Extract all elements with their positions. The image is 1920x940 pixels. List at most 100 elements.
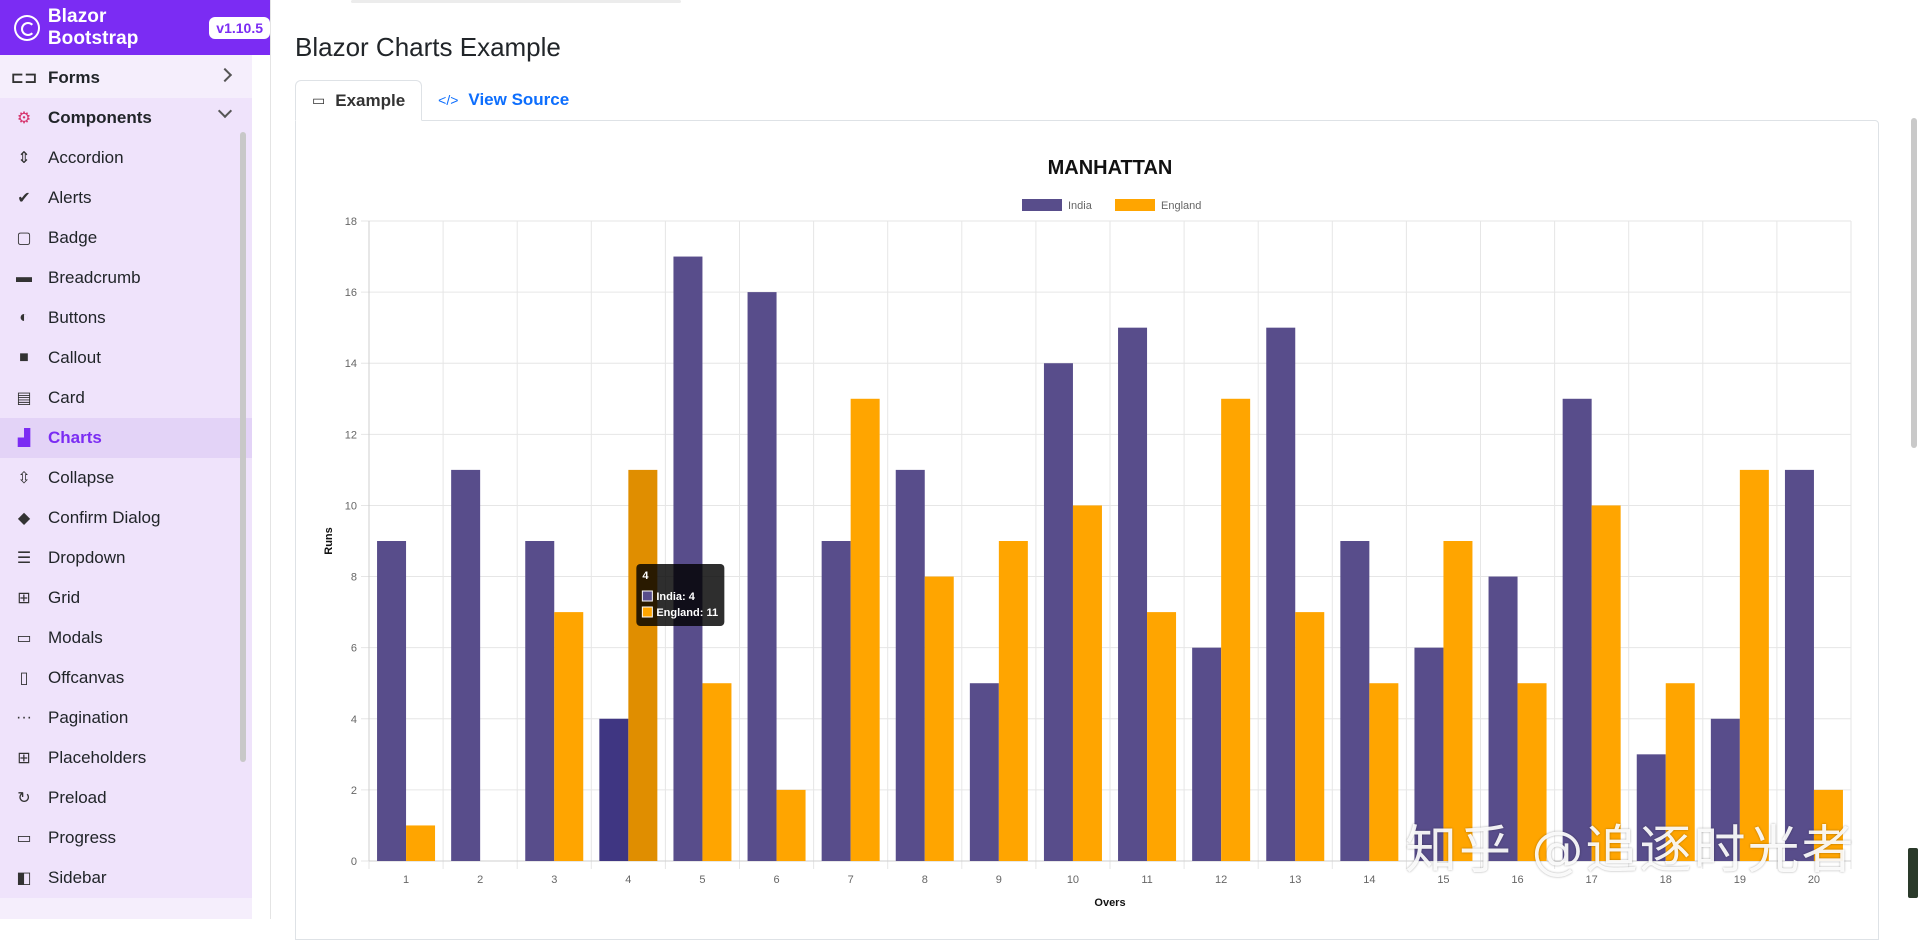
legend-label-india: India: [1068, 200, 1093, 212]
x-tick-label: 2: [477, 874, 483, 886]
chevron-right-icon[interactable]: [217, 67, 233, 83]
forms-icon: ⊏⊐: [10, 70, 38, 87]
x-tick-label: 7: [848, 874, 854, 886]
bar-india-over-12: [1192, 647, 1222, 861]
progress-icon: ▭: [16, 830, 32, 847]
sidebar-item-accordion[interactable]: ⇕ Accordion: [0, 138, 252, 178]
bar-england-over-4: [628, 469, 658, 861]
y-tick-label: 2: [351, 785, 357, 797]
x-tick-label: 18: [1660, 874, 1672, 886]
sidebar-item-progress[interactable]: ▭ Progress: [0, 818, 252, 858]
sidebar-item-badge[interactable]: ▢ Badge: [0, 218, 252, 258]
sidebar-item-label: Breadcrumb: [48, 268, 141, 287]
bar-india-over-13: [1266, 327, 1296, 861]
bar-india-over-6: [747, 292, 777, 862]
tab-view-source[interactable]: </> View Source: [422, 80, 585, 120]
x-tick-label: 20: [1808, 874, 1820, 886]
dropdown-icon: ☰: [16, 550, 32, 567]
tab-example-label: Example: [335, 90, 406, 110]
sidebar-item-alerts[interactable]: ✔ Alerts: [0, 178, 252, 218]
sidebar-item-label: Accordion: [48, 148, 124, 167]
breadcrumb-icon: ▬: [16, 269, 32, 286]
y-tick-label: 14: [345, 358, 357, 370]
sidebar-item-components[interactable]: ⚙ Components: [0, 98, 252, 138]
sidebar-item-label: Preload: [48, 788, 107, 807]
sidebar-item-grid[interactable]: ⊞ Grid: [0, 578, 252, 618]
sidebar-item-label: Offcanvas: [48, 668, 125, 687]
sidebar-item-modals[interactable]: ▭ Modals: [0, 618, 252, 658]
sidebar-item-breadcrumb[interactable]: ▬ Breadcrumb: [0, 258, 252, 298]
bar-england-over-7: [850, 398, 880, 861]
card-icon: ▤: [16, 390, 32, 407]
bar-england-over-5: [702, 683, 732, 861]
sidebar-item-label: Callout: [48, 348, 101, 367]
y-tick-label: 18: [345, 216, 357, 228]
tab-example[interactable]: ▭ Example: [295, 80, 423, 121]
sidebar-item-label: Collapse: [48, 468, 115, 487]
brand-header[interactable]: Blazor Bootstrap v1.10.5: [0, 0, 270, 55]
ellipsis-icon: ···: [16, 709, 32, 726]
sidebar-item-dropdown[interactable]: ☰ Dropdown: [0, 538, 252, 578]
tooltip-swatch-india: [641, 590, 653, 602]
bar-india-over-8: [895, 469, 925, 861]
tooltip-line: India: 4: [656, 591, 695, 603]
bar-england-over-11: [1147, 612, 1177, 861]
sidebar-item-collapse[interactable]: ⇳ Collapse: [0, 458, 252, 498]
x-tick-label: 15: [1437, 874, 1449, 886]
blazor-logo-icon: [14, 14, 40, 41]
sidebar-item-label: Confirm Dialog: [48, 508, 161, 527]
sidebar-scrollbar[interactable]: [240, 132, 246, 762]
bar-india-over-11: [1118, 327, 1148, 861]
sidebar-item-label: Dropdown: [48, 548, 126, 567]
sidebar-item-sidebar[interactable]: ◧ Sidebar: [0, 858, 252, 898]
y-tick-label: 16: [345, 287, 357, 299]
sidebar-item-label: Charts: [48, 428, 102, 447]
sidebar-item-placeholders[interactable]: ⊞ Placeholders: [0, 738, 252, 778]
example-panel: MANHATTAN India England 0 2 4 6 8 10 12 14 16 18 1 2 3 4…: [295, 120, 1879, 940]
sidebar-item-label: Buttons: [48, 308, 106, 327]
x-tick-label: 10: [1067, 874, 1079, 886]
y-tick-label: 8: [351, 572, 357, 584]
sidebar-item-pagination[interactable]: ··· Pagination: [0, 698, 252, 738]
sidebar-item-preload[interactable]: ↻ Preload: [0, 778, 252, 818]
sidebar-item-callout[interactable]: ■ Callout: [0, 338, 252, 378]
x-axis-title: Overs: [1094, 897, 1125, 909]
code-icon: </>: [438, 92, 459, 108]
gear-icon: ⚙: [16, 110, 32, 127]
tooltip-line: England: 11: [656, 607, 718, 619]
x-tick-label: 19: [1734, 874, 1746, 886]
refresh-icon: ↻: [17, 790, 31, 807]
sidebar-item-buttons[interactable]: ◐ Buttons: [0, 298, 252, 338]
x-tick-label: 6: [773, 874, 779, 886]
sidebar: ≣Content⊏⊐Forms⚙Components⇕Accordion✔Ale…: [0, 0, 252, 919]
sidebar-item-label: Pagination: [48, 708, 129, 727]
sidebar-item-label: Placeholders: [48, 748, 147, 767]
x-tick-label: 17: [1586, 874, 1598, 886]
x-tick-label: 1: [403, 874, 409, 886]
placeholders-icon: ⊞: [17, 750, 31, 767]
chart-title: MANHATTAN: [1048, 157, 1173, 179]
bar-england-over-9: [998, 541, 1028, 861]
sidebar-item-offcanvas[interactable]: ▯ Offcanvas: [0, 658, 252, 698]
bar-india-over-4: [599, 718, 629, 861]
main-scrollbar[interactable]: [1911, 118, 1917, 448]
x-tick-label: 4: [625, 874, 631, 886]
bar-india-over-5: [673, 256, 703, 861]
bar-england-over-18: [1665, 683, 1695, 861]
badge-icon: ▢: [16, 230, 32, 247]
sidebar-item-card[interactable]: ▤ Card: [0, 378, 252, 418]
sidebar-item-forms[interactable]: ⊏⊐ Forms: [0, 58, 252, 98]
corner-widget: [1908, 848, 1918, 898]
tab-view-source-label: View Source: [468, 90, 570, 109]
chevron-down-icon[interactable]: [217, 103, 233, 119]
x-tick-label: 9: [996, 874, 1002, 886]
bar-england-over-14: [1369, 683, 1399, 861]
sidebar-item-charts[interactable]: ▟ Charts: [0, 418, 252, 458]
sidebar-item-confirm-dialog[interactable]: ◆ Confirm Dialog: [0, 498, 252, 538]
y-tick-label: 12: [345, 429, 357, 441]
bar-india-over-7: [821, 541, 851, 861]
sidebar-item-label: Card: [48, 388, 85, 407]
sticky-note-icon: ■: [19, 349, 29, 366]
tooltip-swatch-england: [641, 606, 653, 618]
